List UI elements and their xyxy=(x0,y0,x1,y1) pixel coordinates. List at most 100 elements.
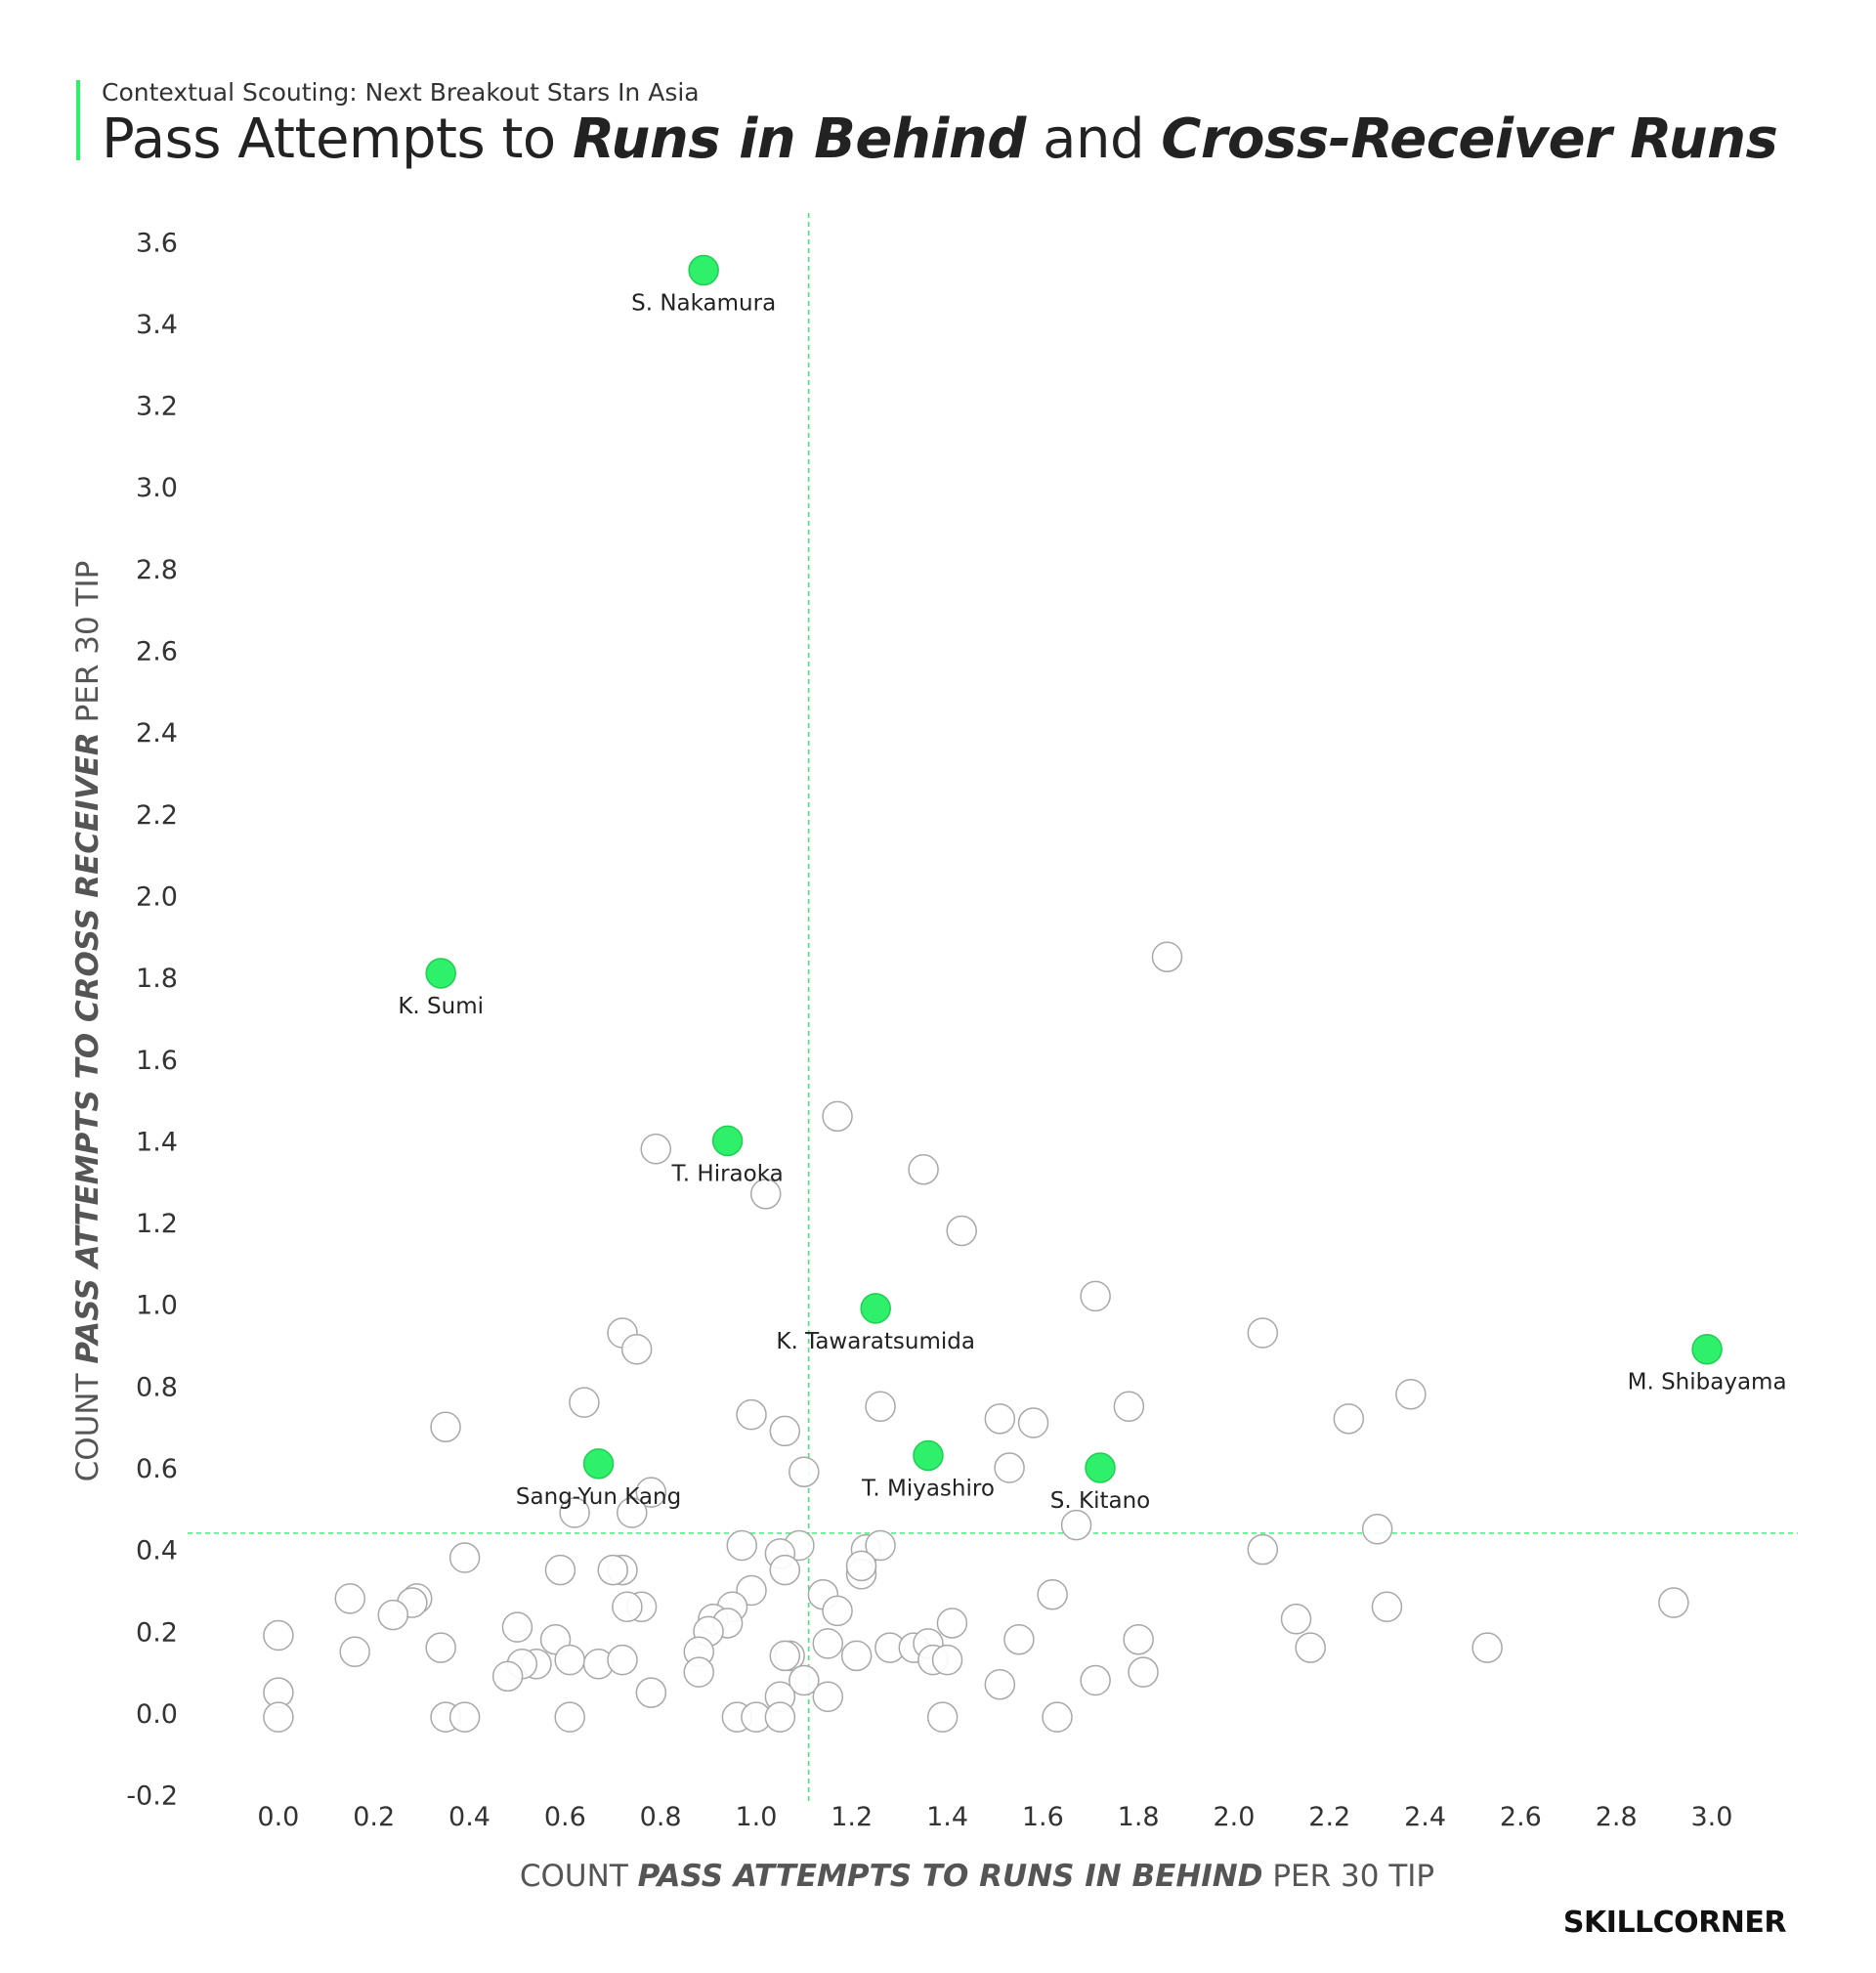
scatter-point xyxy=(769,1640,801,1672)
scatter-point xyxy=(620,1333,653,1365)
scatter-point xyxy=(736,1398,767,1431)
y-tick-label: 0.2 xyxy=(136,1617,178,1648)
highlighted-point xyxy=(860,1293,891,1324)
other-players-layer xyxy=(263,941,1689,1733)
title-part-1: Pass Attempts to xyxy=(102,107,573,171)
y-tick-label: 3.6 xyxy=(136,228,178,258)
y-tick-label: 0.4 xyxy=(136,1536,178,1566)
scatter-point xyxy=(908,1153,939,1185)
scatter-point xyxy=(764,1701,796,1733)
y-tick-label: 2.0 xyxy=(136,881,178,912)
scatter-point xyxy=(1123,1623,1154,1655)
title-emphasis-1: Runs in Behind xyxy=(572,107,1026,171)
scatter-point xyxy=(334,1583,366,1614)
scatter-point xyxy=(931,1644,963,1676)
scatter-point xyxy=(612,1591,643,1622)
y-tick-label: 1.4 xyxy=(136,1127,178,1157)
y-tick-label: 1.2 xyxy=(136,1209,178,1239)
scatter-point xyxy=(1042,1701,1073,1733)
skillcorner-logo: SKILLCORNER xyxy=(1562,1906,1787,1940)
scatter-point xyxy=(789,1664,820,1696)
scatter-point xyxy=(559,1497,590,1528)
title-part-2: and xyxy=(1025,107,1162,171)
scatter-point xyxy=(812,1681,844,1713)
scatter-point xyxy=(865,1529,896,1562)
scatter-point xyxy=(749,1179,782,1210)
x-tick-label: 2.6 xyxy=(1500,1802,1542,1832)
scatter-point xyxy=(845,1550,877,1582)
scatter-point xyxy=(1280,1604,1312,1635)
scatter-point xyxy=(1395,1378,1427,1410)
scatter-point xyxy=(789,1456,820,1487)
scatter-point xyxy=(1658,1587,1689,1618)
scatter-point xyxy=(994,1452,1025,1483)
y-tick-label: 2.8 xyxy=(136,555,178,585)
y-tick-labels: -0.2 0.0 0.2 0.4 0.6 0.8 1.0 1.2 1.4 1.6 1.8 2.0 2.2… xyxy=(126,228,178,1811)
scatter-point xyxy=(936,1608,968,1639)
scatter-point xyxy=(1003,1623,1035,1655)
x-axis-label-suffix: PER 30 TIP xyxy=(1262,1859,1434,1894)
scatter-point xyxy=(984,1403,1016,1435)
scatter-point xyxy=(840,1640,873,1672)
scatter-point xyxy=(1080,1664,1111,1696)
scatter-point xyxy=(1371,1591,1403,1622)
scatter-point xyxy=(1113,1391,1145,1423)
y-tick-label: 1.6 xyxy=(136,1046,178,1076)
scatter-point xyxy=(1080,1280,1111,1312)
chart-subtitle: Contextual Scouting: Next Breakout Stars… xyxy=(102,78,700,107)
scatter-point xyxy=(865,1391,896,1423)
highlighted-point xyxy=(913,1439,944,1472)
scatter-point xyxy=(822,1100,853,1133)
point-label: Sang-Yun Kang xyxy=(516,1484,681,1510)
x-axis-label: COUNT PASS ATTEMPTS TO RUNS IN BEHIND PE… xyxy=(520,1859,1434,1894)
highlighted-point xyxy=(1085,1452,1116,1483)
scatter-point xyxy=(946,1215,977,1247)
title-accent-bar xyxy=(76,80,80,160)
scatter-point xyxy=(1060,1509,1092,1541)
scatter-point xyxy=(1247,1317,1279,1349)
point-label: S. Kitano xyxy=(1050,1488,1150,1514)
x-tick-label: 0.0 xyxy=(257,1802,299,1832)
scatter-point xyxy=(1333,1403,1365,1435)
scatter-point xyxy=(569,1387,600,1418)
x-tick-labels: 0.0 0.2 0.4 0.6 0.8 1.0 1.2 1.4 1.6 1.8 2.0 2.2 2.4 2… xyxy=(257,1802,1732,1832)
highlighted-point xyxy=(711,1125,744,1157)
scatter-point xyxy=(554,1644,585,1676)
scatter-point xyxy=(501,1611,533,1643)
scatter-point xyxy=(926,1701,959,1733)
x-tick-label: 2.4 xyxy=(1404,1802,1446,1832)
y-tick-label: 0.0 xyxy=(136,1699,178,1730)
x-tick-label: 1.8 xyxy=(1118,1802,1160,1832)
scatter-point xyxy=(1037,1578,1068,1610)
scatter-point xyxy=(984,1668,1016,1700)
scatter-point xyxy=(448,1542,481,1573)
title-emphasis-2: Cross-Receiver Runs xyxy=(1161,107,1778,171)
reference-lines xyxy=(188,213,1798,1803)
x-tick-label: 0.6 xyxy=(544,1802,586,1832)
scatter-point xyxy=(607,1644,638,1676)
highlighted-point xyxy=(582,1448,615,1480)
point-label: K. Tawaratsumida xyxy=(776,1329,975,1354)
y-axis-label-emphasis: PASS ATTEMPTS TO CROSS RECEIVER xyxy=(70,732,106,1363)
scatter-point xyxy=(769,1554,801,1586)
x-tick-label: 1.2 xyxy=(831,1802,873,1832)
x-tick-label: 2.2 xyxy=(1308,1802,1350,1832)
scatter-point xyxy=(812,1628,844,1659)
x-tick-label: 1.4 xyxy=(926,1802,968,1832)
scatter-point xyxy=(769,1415,801,1447)
point-label: T. Hiraoka xyxy=(670,1161,783,1186)
point-label: S. Nakamura xyxy=(631,291,776,317)
y-axis-label-suffix: PER 30 TIP xyxy=(70,561,106,733)
x-axis-label-emphasis: PASS ATTEMPTS TO RUNS IN BEHIND xyxy=(638,1859,1263,1894)
scatter-point xyxy=(1151,941,1183,972)
scatter-point xyxy=(1471,1632,1503,1663)
scatter-point xyxy=(635,1477,667,1508)
x-tick-label: 0.2 xyxy=(353,1802,395,1832)
y-tick-label: 0.6 xyxy=(136,1454,178,1484)
x-tick-label: 0.8 xyxy=(640,1802,682,1832)
y-tick-label: 0.8 xyxy=(136,1372,178,1402)
y-tick-label: 3.4 xyxy=(136,310,178,340)
y-tick-label: 2.4 xyxy=(136,718,178,749)
scatter-point xyxy=(554,1701,585,1733)
